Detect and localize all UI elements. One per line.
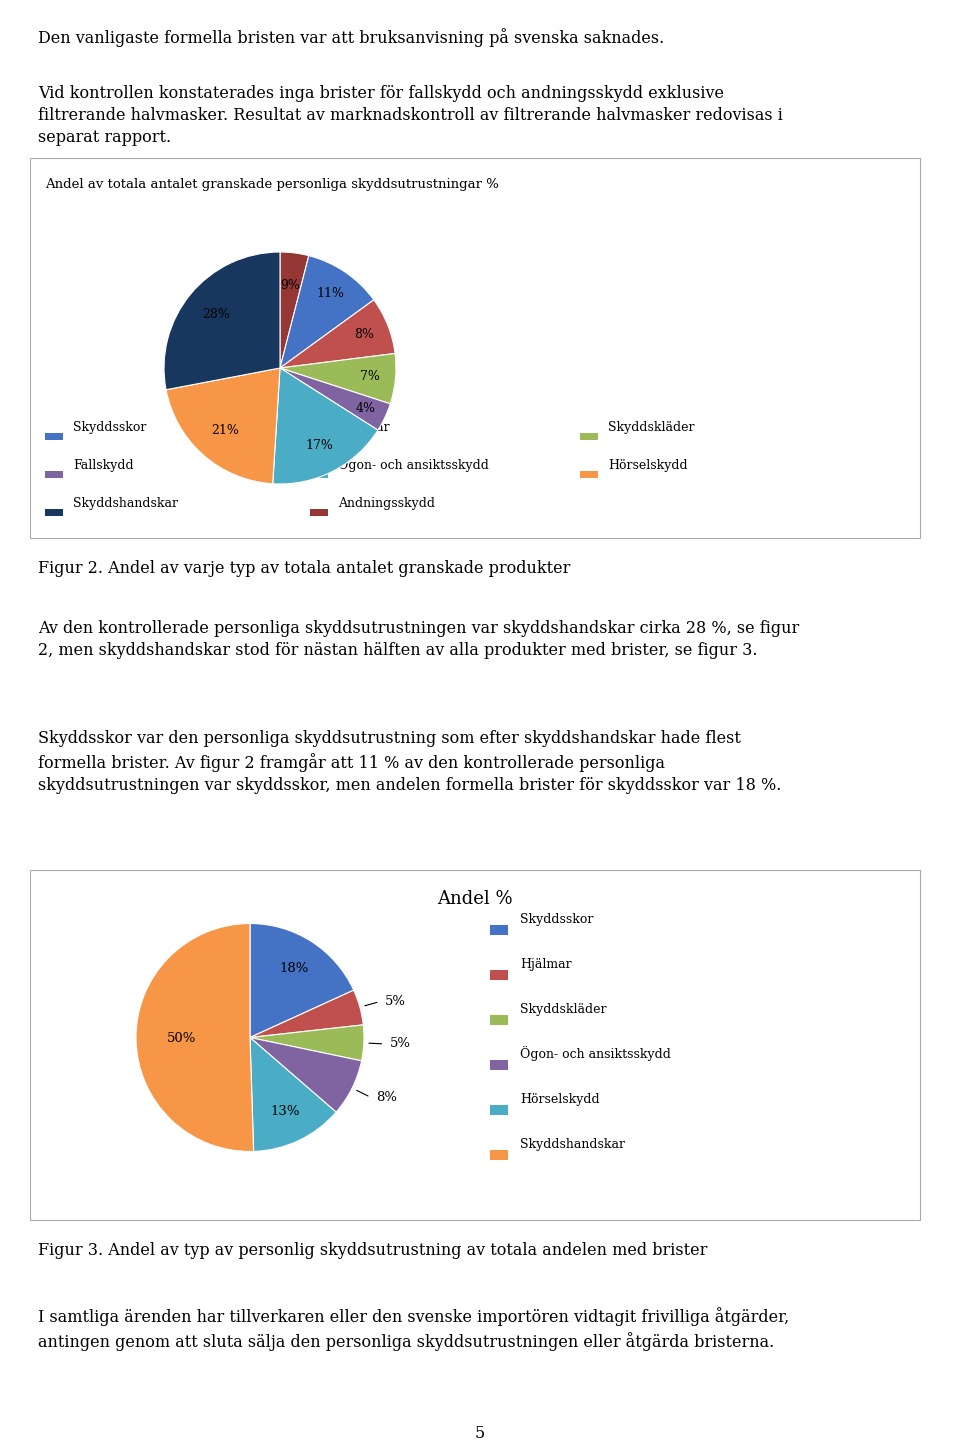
Text: Skyddsskor: Skyddsskor xyxy=(520,914,593,927)
FancyBboxPatch shape xyxy=(310,471,328,478)
Text: Ögon- och ansiktsskydd: Ögon- och ansiktsskydd xyxy=(520,1045,671,1061)
FancyBboxPatch shape xyxy=(45,509,63,516)
Text: Fallskydd: Fallskydd xyxy=(73,460,133,473)
Text: 9%: 9% xyxy=(280,278,300,291)
Text: 8%: 8% xyxy=(354,328,374,341)
Text: Hörselskydd: Hörselskydd xyxy=(520,1093,600,1106)
Text: 18%: 18% xyxy=(279,961,309,974)
Text: 8%: 8% xyxy=(376,1090,397,1103)
Wedge shape xyxy=(250,990,363,1038)
FancyBboxPatch shape xyxy=(30,158,920,538)
FancyBboxPatch shape xyxy=(490,1060,508,1070)
Text: Skyddshandskar: Skyddshandskar xyxy=(73,497,178,510)
Text: Av den kontrollerade personliga skyddsutrustningen var skyddshandskar cirka 28 %: Av den kontrollerade personliga skyddsut… xyxy=(38,621,800,660)
Text: Hörselskydd: Hörselskydd xyxy=(608,460,687,473)
Wedge shape xyxy=(280,368,391,431)
Text: Figur 3. Andel av typ av personlig skyddsutrustning av totala andelen med briste: Figur 3. Andel av typ av personlig skydd… xyxy=(38,1243,708,1259)
Text: 13%: 13% xyxy=(271,1105,300,1118)
Text: 4%: 4% xyxy=(356,402,376,415)
Wedge shape xyxy=(273,368,378,484)
Text: Vid kontrollen konstaterades inga brister för fallskydd och andningsskydd exklus: Vid kontrollen konstaterades inga briste… xyxy=(38,86,782,146)
Wedge shape xyxy=(164,252,280,390)
Wedge shape xyxy=(280,300,396,368)
Text: Hjälmar: Hjälmar xyxy=(338,420,390,434)
Text: 11%: 11% xyxy=(317,287,345,300)
Text: Skyddsskor var den personliga skyddsutrustning som efter skyddshandskar hade fle: Skyddsskor var den personliga skyddsutru… xyxy=(38,729,781,795)
Text: Hjälmar: Hjälmar xyxy=(520,958,571,972)
Wedge shape xyxy=(250,1038,336,1151)
Text: Den vanligaste formella bristen var att bruksanvisning på svenska saknades.: Den vanligaste formella bristen var att … xyxy=(38,28,664,46)
Wedge shape xyxy=(280,354,396,405)
Wedge shape xyxy=(250,924,353,1038)
Text: 5%: 5% xyxy=(390,1037,411,1050)
FancyBboxPatch shape xyxy=(310,509,328,516)
FancyBboxPatch shape xyxy=(30,870,920,1219)
Text: 5: 5 xyxy=(475,1425,485,1441)
FancyBboxPatch shape xyxy=(490,1105,508,1115)
Wedge shape xyxy=(136,924,253,1151)
Text: Skyddshandskar: Skyddshandskar xyxy=(520,1138,625,1151)
Text: 50%: 50% xyxy=(167,1032,196,1045)
Wedge shape xyxy=(250,1025,364,1061)
FancyBboxPatch shape xyxy=(580,471,598,478)
Wedge shape xyxy=(250,1038,362,1112)
Text: 21%: 21% xyxy=(211,425,239,436)
FancyBboxPatch shape xyxy=(490,1015,508,1025)
FancyBboxPatch shape xyxy=(45,434,63,441)
FancyBboxPatch shape xyxy=(45,471,63,478)
Text: Skyddskläder: Skyddskläder xyxy=(520,1003,607,1016)
Wedge shape xyxy=(166,368,280,484)
Text: Andel av totala antalet granskade personliga skyddsutrustningar %: Andel av totala antalet granskade person… xyxy=(45,178,499,191)
FancyBboxPatch shape xyxy=(490,970,508,980)
FancyBboxPatch shape xyxy=(580,434,598,441)
Text: 7%: 7% xyxy=(360,370,380,383)
Text: Andel %: Andel % xyxy=(437,890,513,908)
Text: Ögon- och ansiktsskydd: Ögon- och ansiktsskydd xyxy=(338,457,489,473)
FancyBboxPatch shape xyxy=(490,1150,508,1160)
FancyBboxPatch shape xyxy=(310,434,328,441)
Text: Skyddsskor: Skyddsskor xyxy=(73,420,146,434)
Wedge shape xyxy=(280,255,373,368)
Text: 5%: 5% xyxy=(385,995,406,1008)
Text: Skyddskläder: Skyddskläder xyxy=(608,420,694,434)
FancyBboxPatch shape xyxy=(490,925,508,935)
Text: Figur 2. Andel av varje typ av totala antalet granskade produkter: Figur 2. Andel av varje typ av totala an… xyxy=(38,560,570,577)
Text: 17%: 17% xyxy=(305,439,333,452)
Wedge shape xyxy=(280,252,309,368)
Text: I samtliga ärenden har tillverkaren eller den svenske importören vidtagit frivil: I samtliga ärenden har tillverkaren elle… xyxy=(38,1306,789,1351)
Text: 28%: 28% xyxy=(202,309,229,322)
Text: Andningsskydd: Andningsskydd xyxy=(338,497,435,510)
